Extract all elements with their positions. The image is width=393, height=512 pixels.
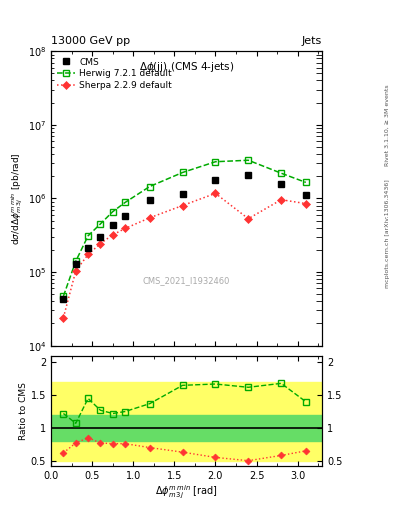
CMS — [180, 191, 185, 197]
Herwig 7.2.1 default — [246, 157, 251, 163]
Sherpa 2.2.9 default — [73, 268, 78, 274]
Line: Herwig 7.2.1 default: Herwig 7.2.1 default — [60, 157, 309, 299]
Text: $\Delta\phi$(jj) (CMS 4-jets): $\Delta\phi$(jj) (CMS 4-jets) — [139, 60, 234, 74]
CMS — [303, 193, 308, 199]
Y-axis label: Ratio to CMS: Ratio to CMS — [19, 382, 28, 440]
Sherpa 2.2.9 default — [246, 216, 251, 222]
CMS — [246, 172, 251, 178]
Text: mcplots.cern.ch [arXiv:1306.3436]: mcplots.cern.ch [arXiv:1306.3436] — [385, 179, 389, 288]
Herwig 7.2.1 default — [213, 159, 218, 165]
Herwig 7.2.1 default — [86, 233, 90, 239]
Y-axis label: d$\sigma$/d$\Delta\phi^{m\,min}_{m\,3j}$ [pb/rad]: d$\sigma$/d$\Delta\phi^{m\,min}_{m\,3j}$… — [9, 152, 25, 245]
Herwig 7.2.1 default — [61, 293, 66, 299]
Sherpa 2.2.9 default — [147, 215, 152, 221]
Herwig 7.2.1 default — [180, 169, 185, 176]
Text: CMS_2021_I1932460: CMS_2021_I1932460 — [143, 276, 230, 285]
Sherpa 2.2.9 default — [303, 201, 308, 207]
CMS — [279, 181, 283, 187]
CMS — [110, 222, 115, 228]
Herwig 7.2.1 default — [123, 199, 127, 205]
CMS — [73, 261, 78, 267]
Sherpa 2.2.9 default — [110, 232, 115, 238]
Sherpa 2.2.9 default — [180, 202, 185, 208]
Herwig 7.2.1 default — [279, 170, 283, 176]
Line: CMS: CMS — [60, 172, 309, 302]
CMS — [147, 197, 152, 203]
CMS — [61, 296, 66, 302]
Sherpa 2.2.9 default — [279, 197, 283, 203]
Sherpa 2.2.9 default — [61, 314, 66, 321]
Line: Sherpa 2.2.9 default: Sherpa 2.2.9 default — [61, 190, 309, 321]
CMS — [123, 213, 127, 219]
Herwig 7.2.1 default — [98, 221, 103, 227]
CMS — [213, 177, 218, 183]
Sherpa 2.2.9 default — [86, 251, 90, 258]
Text: 13000 GeV pp: 13000 GeV pp — [51, 36, 130, 46]
Text: Jets: Jets — [302, 36, 322, 46]
Herwig 7.2.1 default — [110, 208, 115, 215]
CMS — [86, 245, 90, 251]
Sherpa 2.2.9 default — [213, 190, 218, 197]
Sherpa 2.2.9 default — [123, 225, 127, 231]
Herwig 7.2.1 default — [73, 258, 78, 264]
Herwig 7.2.1 default — [303, 179, 308, 185]
CMS — [98, 234, 103, 240]
Sherpa 2.2.9 default — [98, 241, 103, 247]
Legend: CMS, Herwig 7.2.1 default, Sherpa 2.2.9 default: CMS, Herwig 7.2.1 default, Sherpa 2.2.9 … — [55, 56, 174, 92]
Herwig 7.2.1 default — [147, 183, 152, 189]
Text: Rivet 3.1.10, ≥ 3M events: Rivet 3.1.10, ≥ 3M events — [385, 84, 389, 165]
X-axis label: $\Delta\phi^{m\,min}_{m\,3j}$ [rad]: $\Delta\phi^{m\,min}_{m\,3j}$ [rad] — [155, 483, 218, 501]
